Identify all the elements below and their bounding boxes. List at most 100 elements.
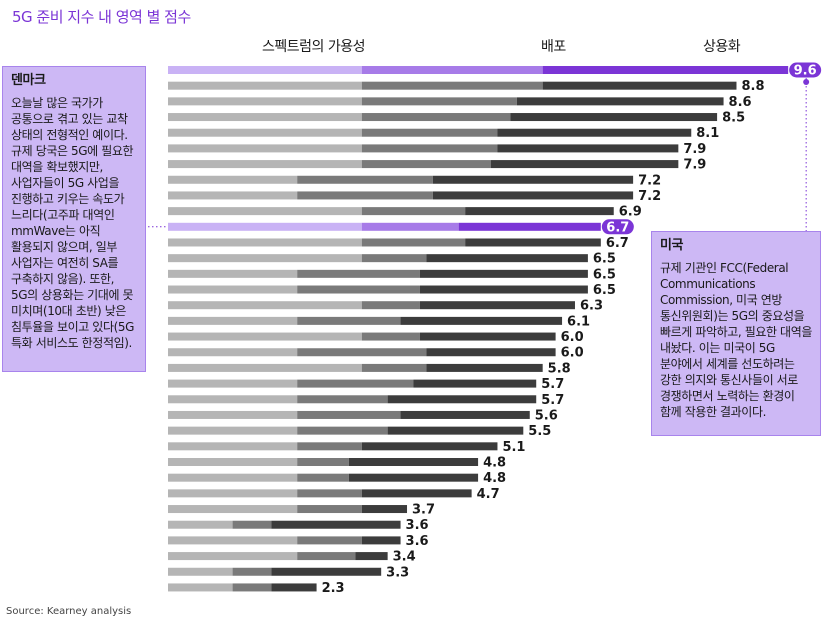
bar-commercialization-32 <box>355 552 388 561</box>
value-label-14: 6.5 <box>593 267 616 282</box>
value-label-22: 5.7 <box>541 393 564 408</box>
value-label-30: 3.6 <box>406 518 429 533</box>
bar-deployment-26 <box>297 458 349 466</box>
bar-deployment-22 <box>297 395 388 404</box>
value-label-20: 5.8 <box>548 361 571 376</box>
bar-deployment-9 <box>297 191 433 200</box>
bar-commercialization-34 <box>271 583 317 592</box>
bar-commercialization-21 <box>413 379 537 388</box>
bar-spectrum-14 <box>168 269 298 278</box>
bar-commercialization-23 <box>400 410 530 419</box>
bar-commercialization-8 <box>432 175 634 184</box>
value-label-21: 5.7 <box>541 377 564 392</box>
bar-commercialization-25 <box>361 442 498 451</box>
bar-deployment-34 <box>232 583 272 592</box>
bar-deployment-7 <box>361 160 491 169</box>
bar-spectrum-4 <box>168 113 362 122</box>
bar-commercialization-19 <box>426 348 556 357</box>
bar-deployment-2 <box>361 81 543 90</box>
bar-commercialization-1 <box>542 66 789 74</box>
bar-spectrum-20 <box>168 363 362 372</box>
value-label-9: 7.2 <box>638 189 661 204</box>
bar-commercialization-33 <box>271 567 382 576</box>
bar-commercialization-7 <box>491 160 679 169</box>
value-label-1: 9.6 <box>794 64 817 79</box>
bar-spectrum-21 <box>168 379 298 388</box>
bar-deployment-16 <box>361 301 420 310</box>
bar-spectrum-25 <box>168 442 298 451</box>
bar-spectrum-27 <box>168 473 298 482</box>
bar-spectrum-22 <box>168 395 298 404</box>
value-pill-11 <box>601 219 634 235</box>
usa-callout-title: 미국 <box>660 238 684 253</box>
bar-commercialization-12 <box>465 238 601 247</box>
bar-deployment-8 <box>297 175 433 184</box>
bar-commercialization-4 <box>510 113 718 122</box>
bar-deployment-25 <box>297 442 362 451</box>
value-label-31: 3.6 <box>406 534 429 549</box>
value-label-19: 6.0 <box>561 346 584 361</box>
column-header-commercialization: 상용화 <box>703 39 741 55</box>
value-label-17: 6.1 <box>567 314 590 329</box>
bar-deployment-24 <box>297 426 388 435</box>
bar-spectrum-28 <box>168 489 298 498</box>
value-label-8: 7.2 <box>638 173 661 188</box>
bar-spectrum-10 <box>168 207 362 216</box>
column-header-deployment: 배포 <box>541 39 566 55</box>
bar-deployment-19 <box>297 348 427 357</box>
value-label-3: 8.6 <box>729 95 752 110</box>
value-label-15: 6.5 <box>593 283 616 298</box>
bar-deployment-15 <box>297 285 420 294</box>
bar-spectrum-29 <box>168 505 298 514</box>
bar-spectrum-3 <box>168 97 362 106</box>
bar-deployment-33 <box>232 567 272 576</box>
bar-commercialization-26 <box>348 458 479 466</box>
bar-deployment-31 <box>297 536 362 545</box>
bar-commercialization-24 <box>387 426 524 435</box>
bar-commercialization-31 <box>361 536 401 545</box>
bar-commercialization-5 <box>497 128 692 137</box>
bar-deployment-5 <box>361 128 498 137</box>
value-label-7: 7.9 <box>683 158 706 173</box>
bar-spectrum-5 <box>168 128 362 137</box>
usa-leader-dot <box>803 79 810 85</box>
value-label-32: 3.4 <box>393 550 416 565</box>
bar-spectrum-18 <box>168 332 362 341</box>
chart-title: 5G 준비 지수 내 영역 별 점수 <box>12 8 191 26</box>
bar-commercialization-9 <box>432 191 634 200</box>
value-label-28: 4.7 <box>477 487 500 502</box>
bar-spectrum-7 <box>168 160 362 169</box>
bar-commercialization-22 <box>387 395 537 404</box>
bar-commercialization-16 <box>419 301 575 310</box>
column-header-spectrum: 스펙트럼의 가용성 <box>262 39 366 55</box>
value-pill-1 <box>789 62 822 78</box>
value-label-4: 8.5 <box>722 111 745 126</box>
value-label-34: 2.3 <box>322 581 345 596</box>
value-label-29: 3.7 <box>412 503 435 518</box>
value-label-5: 8.1 <box>696 126 719 141</box>
value-label-25: 5.1 <box>502 440 525 455</box>
bar-spectrum-32 <box>168 552 298 561</box>
bar-spectrum-30 <box>168 520 233 529</box>
bar-deployment-28 <box>297 489 362 498</box>
bar-deployment-11 <box>361 222 459 231</box>
bar-commercialization-6 <box>497 144 679 153</box>
bar-commercialization-2 <box>542 81 737 90</box>
source-note: Source: Kearney analysis <box>6 606 132 617</box>
value-label-10: 6.9 <box>619 205 642 220</box>
bar-commercialization-29 <box>361 505 408 514</box>
bar-spectrum-26 <box>168 458 298 466</box>
bar-deployment-30 <box>232 520 272 529</box>
bar-commercialization-3 <box>516 97 724 106</box>
value-label-24: 5.5 <box>528 424 551 439</box>
bar-deployment-27 <box>297 473 349 482</box>
bar-commercialization-27 <box>348 473 479 482</box>
bar-spectrum-33 <box>168 567 233 576</box>
bar-spectrum-8 <box>168 175 298 184</box>
bar-deployment-13 <box>361 254 427 263</box>
bar-commercialization-28 <box>361 489 472 498</box>
value-label-26: 4.8 <box>483 456 506 471</box>
bar-spectrum-15 <box>168 285 298 294</box>
usa-callout-body: 규제 기관인 FCC(Federal Communications Commis… <box>660 261 812 419</box>
